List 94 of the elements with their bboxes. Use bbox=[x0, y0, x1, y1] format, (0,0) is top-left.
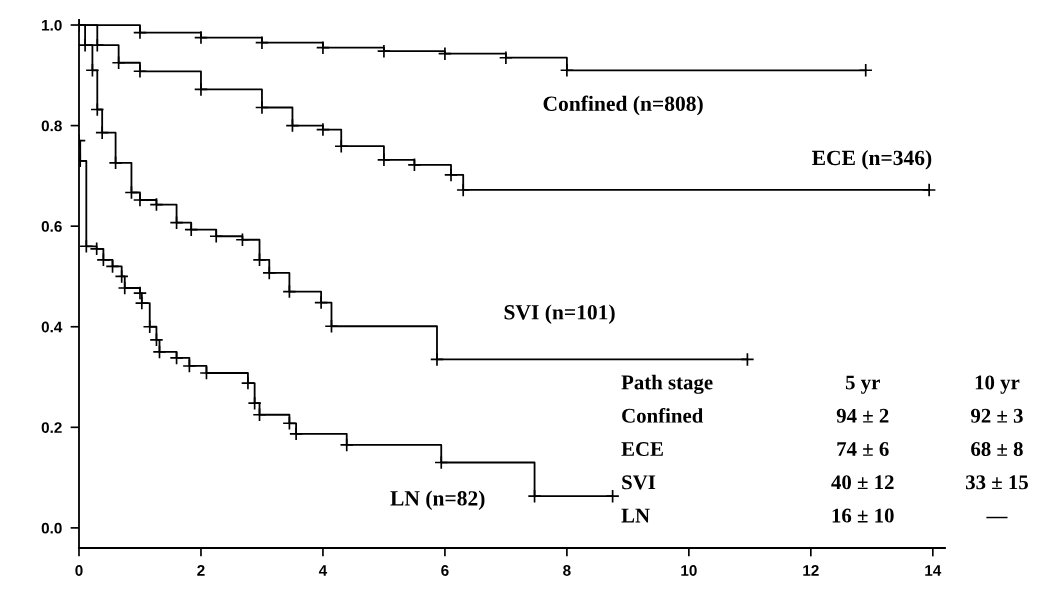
point bbox=[282, 416, 297, 431]
point bbox=[247, 396, 262, 411]
point bbox=[254, 35, 270, 50]
point bbox=[443, 167, 459, 182]
y-tick-label: 1.0 bbox=[42, 19, 62, 31]
point bbox=[169, 350, 184, 366]
point bbox=[108, 155, 123, 170]
x-tick-label: 8 bbox=[563, 565, 571, 576]
point bbox=[132, 25, 148, 40]
point bbox=[142, 319, 157, 334]
point bbox=[498, 50, 513, 65]
point bbox=[376, 44, 392, 59]
point bbox=[324, 319, 339, 334]
point bbox=[132, 285, 148, 301]
x-tick-label: 6 bbox=[441, 565, 449, 576]
text: 68 ± 8 bbox=[971, 442, 1023, 457]
x-tick-label: 0 bbox=[75, 565, 83, 576]
annotation: 94 ± 2 bbox=[836, 408, 889, 423]
point bbox=[282, 284, 297, 299]
point bbox=[314, 295, 329, 310]
point bbox=[235, 232, 250, 247]
point bbox=[152, 344, 167, 359]
annotation: 5 yr bbox=[845, 375, 880, 394]
point bbox=[434, 455, 449, 470]
point bbox=[315, 122, 331, 137]
point bbox=[95, 125, 110, 140]
annotation: Path stage bbox=[621, 374, 713, 394]
y-tick-label: 0.6 bbox=[41, 221, 62, 232]
point bbox=[114, 269, 129, 284]
y-tick-label: 0.0 bbox=[41, 522, 62, 534]
point bbox=[96, 252, 111, 267]
text: — bbox=[986, 516, 1008, 519]
point bbox=[315, 40, 331, 55]
point bbox=[209, 229, 224, 244]
point bbox=[252, 407, 267, 422]
point bbox=[527, 489, 542, 504]
annotation: 40 ± 12 bbox=[831, 475, 894, 490]
y-tick-label: 0.2 bbox=[41, 422, 62, 433]
series-label: Confined (n=808) bbox=[543, 95, 703, 116]
point bbox=[437, 46, 453, 61]
point bbox=[285, 118, 300, 133]
y-tick-label: 0.4 bbox=[41, 321, 63, 333]
point bbox=[262, 265, 277, 281]
point bbox=[169, 215, 184, 230]
point bbox=[182, 358, 197, 374]
point bbox=[407, 157, 422, 172]
point bbox=[90, 38, 105, 53]
text: 33 ± 15 bbox=[965, 475, 1028, 490]
point bbox=[193, 82, 209, 97]
x-tick-label: 10 bbox=[681, 565, 697, 576]
point bbox=[922, 182, 937, 198]
point bbox=[252, 252, 267, 267]
point bbox=[193, 30, 209, 45]
point bbox=[376, 152, 392, 167]
x-tick-label: 2 bbox=[197, 565, 205, 576]
x-tick-label: 4 bbox=[318, 565, 328, 576]
point bbox=[184, 222, 199, 237]
point bbox=[89, 241, 104, 256]
annotation: 74 ± 6 bbox=[837, 442, 889, 457]
point bbox=[456, 182, 471, 198]
point bbox=[149, 332, 164, 347]
point bbox=[79, 239, 94, 254]
annotation: LN bbox=[621, 508, 650, 523]
text: 10 yr bbox=[975, 375, 1020, 394]
y-tick-label: 0.8 bbox=[41, 120, 62, 132]
x-tick-label: 12 bbox=[803, 565, 819, 576]
point bbox=[605, 489, 620, 504]
point bbox=[429, 352, 445, 367]
point bbox=[105, 259, 120, 274]
series-label: LN (n=82) bbox=[390, 490, 485, 510]
point bbox=[134, 296, 149, 311]
point bbox=[339, 437, 354, 452]
point bbox=[90, 102, 105, 117]
point bbox=[85, 63, 100, 78]
series-label: SVI (n=101) bbox=[504, 304, 615, 324]
text: 92 ± 3 bbox=[970, 408, 1023, 423]
point bbox=[254, 100, 270, 115]
annotation: 16 ± 10 bbox=[832, 508, 894, 523]
point bbox=[559, 63, 574, 78]
point bbox=[289, 426, 304, 441]
point bbox=[111, 55, 126, 70]
annotation: Confined bbox=[622, 407, 704, 423]
point bbox=[240, 375, 256, 391]
point bbox=[740, 352, 755, 367]
point bbox=[124, 185, 139, 200]
point bbox=[132, 64, 148, 79]
point bbox=[149, 197, 164, 212]
series-label: ECE (n=346) bbox=[812, 150, 932, 170]
annotation: ECE bbox=[621, 442, 663, 457]
point bbox=[858, 63, 873, 78]
point bbox=[79, 38, 93, 53]
annotation: SVI bbox=[622, 475, 656, 490]
x-tick-label: 14 bbox=[925, 565, 942, 576]
point bbox=[334, 139, 349, 154]
